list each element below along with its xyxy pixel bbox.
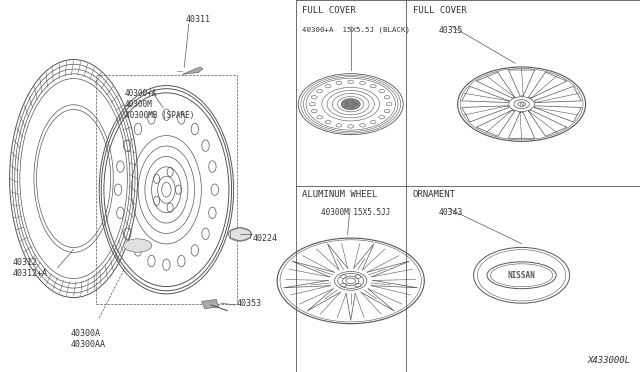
Ellipse shape (354, 103, 357, 105)
Text: ORNAMENT: ORNAMENT (413, 190, 456, 199)
Text: N: N (520, 102, 524, 107)
Text: 40311: 40311 (186, 15, 211, 24)
Text: 40300A
40300AA: 40300A 40300AA (70, 329, 106, 349)
Polygon shape (182, 67, 203, 74)
Ellipse shape (345, 102, 349, 104)
Text: 40312
40312+A: 40312 40312+A (13, 258, 48, 278)
Text: 40353: 40353 (237, 299, 262, 308)
Ellipse shape (228, 228, 252, 241)
Text: FULL COVER: FULL COVER (413, 6, 467, 15)
Ellipse shape (345, 105, 349, 107)
Text: 40343: 40343 (438, 208, 463, 217)
Text: 40300+A  15X5.5J (BLACK): 40300+A 15X5.5J (BLACK) (302, 26, 410, 32)
Text: NISSAN: NISSAN (508, 271, 536, 280)
Text: 40300+A
40300M
40300MB (SPARE): 40300+A 40300M 40300MB (SPARE) (125, 89, 194, 121)
Text: X433000L: X433000L (588, 356, 630, 365)
Text: 40315: 40315 (438, 26, 463, 35)
Ellipse shape (350, 106, 354, 108)
Text: FULL COVER: FULL COVER (302, 6, 356, 15)
Polygon shape (202, 299, 219, 309)
Bar (96, 75, 237, 304)
Ellipse shape (124, 239, 152, 252)
Text: 40224: 40224 (253, 234, 278, 243)
Text: 40300M 15X5.5JJ: 40300M 15X5.5JJ (321, 208, 390, 217)
Text: ALUMINUM WHEEL: ALUMINUM WHEEL (302, 190, 378, 199)
Ellipse shape (341, 99, 360, 110)
Ellipse shape (350, 100, 354, 103)
